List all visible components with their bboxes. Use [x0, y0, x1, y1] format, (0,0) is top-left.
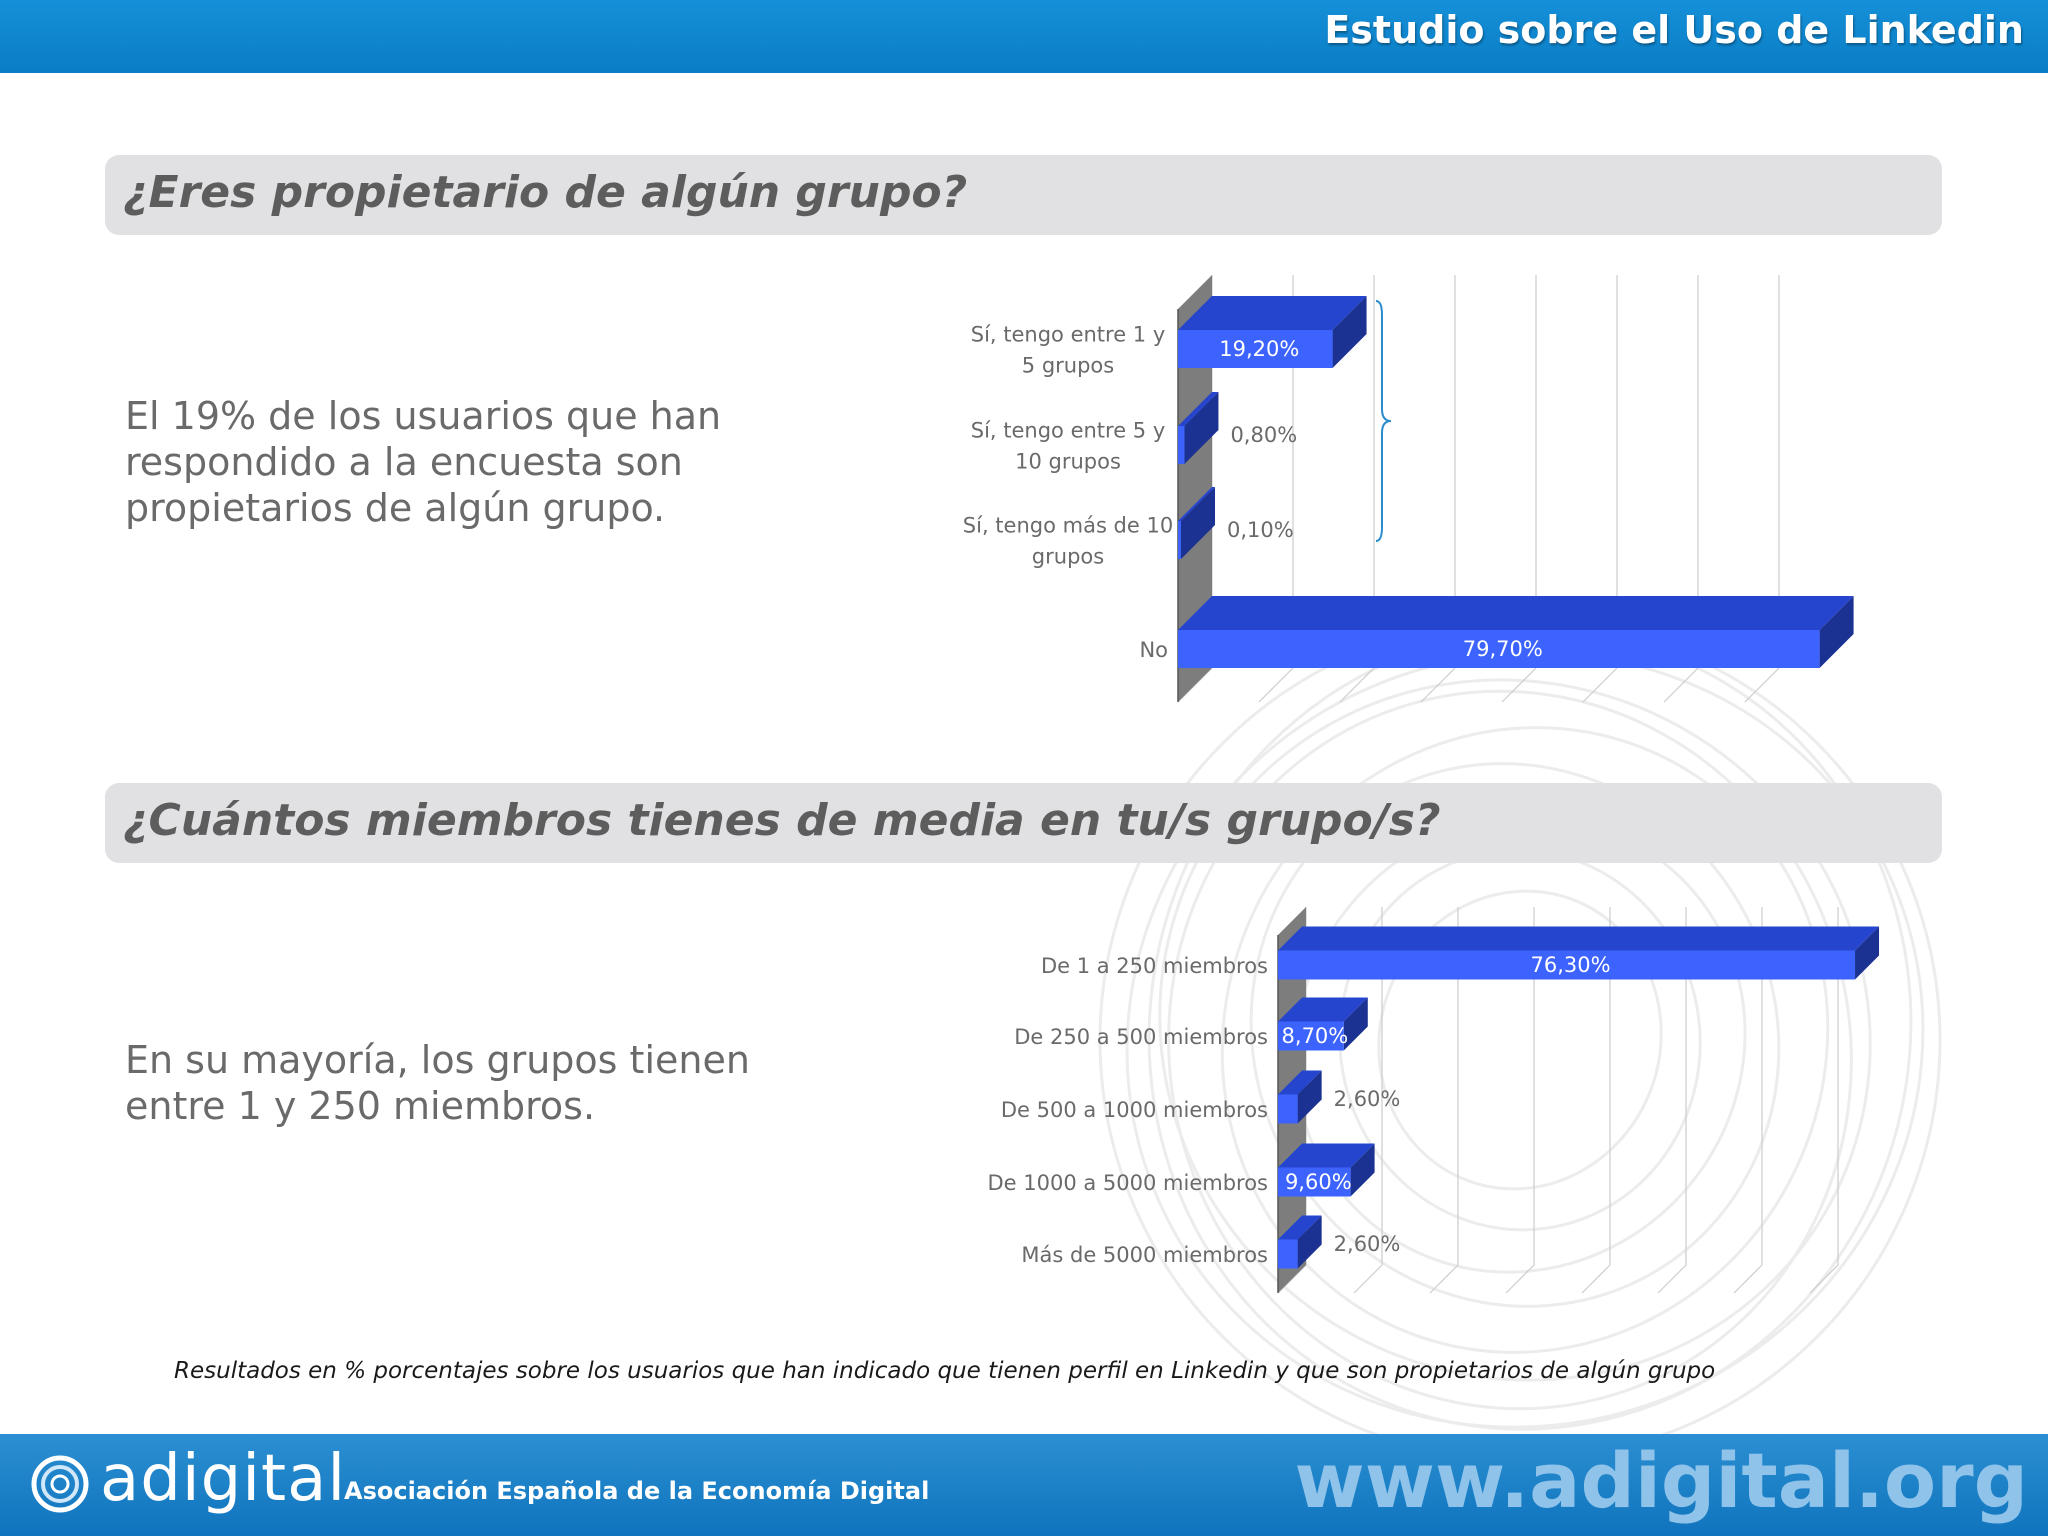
- category-label-line: De 500 a 1000 miembros: [1001, 1098, 1268, 1122]
- category-label: De 1 a 250 miembros: [1041, 954, 1268, 978]
- chart-group-ownership: 19,20% Sí, tengo entre 1 y 5 grupos 0,80% Sí…: [963, 275, 1854, 703]
- bar-side: [1855, 926, 1880, 980]
- footer-bar: adigital Asociación Española de la Econo…: [0, 1434, 2048, 1536]
- bar-top: [1178, 392, 1219, 426]
- category-label-line: Sí, tengo más de 10: [963, 514, 1173, 538]
- category-label-line: 5 grupos: [1022, 354, 1114, 378]
- bar-top: [1178, 296, 1367, 330]
- footnote: Resultados en % porcentajes sobre los us…: [174, 1358, 1716, 1384]
- data-label: 9,60%: [1285, 1170, 1352, 1194]
- gridline-floor: [1744, 667, 1780, 703]
- bar-side: [1343, 997, 1368, 1051]
- category-label: No: [1139, 638, 1168, 662]
- data-label: 2,60%: [1334, 1087, 1401, 1111]
- bar-side: [1297, 1070, 1322, 1124]
- bar: [1278, 1239, 1298, 1269]
- category-label: De 500 a 1000 miembros: [1001, 1098, 1268, 1122]
- summary-1: El 19% de los usuarios que han respondid…: [125, 394, 722, 530]
- gridline-floor: [1657, 1264, 1687, 1294]
- bar-side: [1332, 296, 1367, 368]
- bar-top: [1278, 997, 1368, 1022]
- bar-top: [1278, 926, 1880, 951]
- category-label: Más de 5000 miembros: [1021, 1243, 1268, 1267]
- category-label-line: grupos: [1032, 545, 1104, 569]
- bar: [1178, 426, 1185, 464]
- data-label: 8,70%: [1282, 1024, 1349, 1048]
- category-label-line: De 1 a 250 miembros: [1041, 954, 1268, 978]
- header-bar: Estudio sobre el Uso de Linkedin: [0, 0, 2048, 73]
- category-label: De 250 a 500 miembros: [1014, 1025, 1268, 1049]
- question-2-title: ¿Cuántos miembros tienes de media en tu/…: [123, 795, 1441, 846]
- question-1-title: ¿Eres propietario de algún grupo?: [123, 167, 968, 218]
- category-label-line: De 1000 a 5000 miembros: [987, 1171, 1268, 1195]
- bar-side: [1184, 392, 1219, 464]
- gridline-floor: [1581, 1264, 1611, 1294]
- category-label: De 1000 a 5000 miembros: [987, 1171, 1268, 1195]
- website-link[interactable]: www.adigital.org: [1294, 1436, 2028, 1525]
- question-2-banner: ¿Cuántos miembros tienes de media en tu/…: [105, 783, 1942, 863]
- bar: [1278, 950, 1856, 980]
- association-name: Asociación Española de la Economía Digit…: [344, 1477, 930, 1505]
- gridline-floor: [1809, 1264, 1839, 1294]
- bar-top: [1278, 1070, 1322, 1095]
- gridline-floor: [1353, 1264, 1383, 1294]
- bar: [1178, 521, 1181, 559]
- category-label-line: Más de 5000 miembros: [1021, 1243, 1268, 1267]
- bar-top: [1178, 596, 1854, 630]
- bar: [1278, 1021, 1344, 1051]
- bar-side: [1350, 1143, 1375, 1197]
- gridline-floor: [1582, 667, 1618, 703]
- logo-text: adigital: [100, 1442, 347, 1516]
- adigital-logo-icon: [31, 1455, 89, 1513]
- gridline-floor: [1339, 667, 1375, 703]
- bar-side: [1819, 596, 1854, 668]
- category-label: Sí, tengo entre 5 y 10 grupos: [971, 419, 1166, 474]
- data-label: 79,70%: [1463, 637, 1543, 661]
- summary-2: En su mayoría, los grupos tienen entre 1…: [125, 1038, 750, 1128]
- category-label-line: No: [1139, 638, 1168, 662]
- axis-wall: [1178, 275, 1212, 702]
- bar: [1278, 1167, 1351, 1197]
- bar-side: [1297, 1215, 1322, 1269]
- bar: [1278, 1094, 1298, 1124]
- data-label: 19,20%: [1219, 337, 1299, 361]
- gridline-floor: [1505, 1264, 1535, 1294]
- gridline-floor: [1258, 667, 1294, 703]
- gridline-floor: [1501, 667, 1537, 703]
- data-label: 0,80%: [1230, 423, 1297, 447]
- gridline-floor: [1429, 1264, 1459, 1294]
- category-label: Sí, tengo entre 1 y 5 grupos: [971, 323, 1166, 378]
- question-1-banner: ¿Eres propietario de algún grupo?: [105, 155, 1942, 235]
- bar-side: [1181, 487, 1215, 559]
- bar: [1178, 330, 1333, 368]
- bar: [1178, 630, 1820, 668]
- gridline-floor: [1733, 1264, 1763, 1294]
- chart-group-members: 76,30% De 1 a 250 miembros 8,70% De 250 a 5…: [987, 907, 1880, 1294]
- category-label: Sí, tengo más de 10 grupos: [963, 514, 1173, 569]
- brace-annotation: [1375, 300, 1392, 542]
- gridline-floor: [1420, 667, 1456, 703]
- category-label-line: De 250 a 500 miembros: [1014, 1025, 1268, 1049]
- bar-top: [1178, 487, 1215, 521]
- category-label-line: 10 grupos: [1015, 450, 1121, 474]
- data-label: 2,60%: [1334, 1232, 1401, 1256]
- gridline-floor: [1663, 667, 1699, 703]
- data-label: 76,30%: [1530, 953, 1610, 977]
- category-label-line: Sí, tengo entre 1 y: [971, 323, 1166, 347]
- bar-top: [1278, 1215, 1322, 1240]
- bar-top: [1278, 1143, 1375, 1168]
- category-label-line: Sí, tengo entre 5 y: [971, 419, 1166, 443]
- header-title: Estudio sobre el Uso de Linkedin: [1324, 8, 2024, 52]
- data-label: 0,10%: [1227, 518, 1294, 542]
